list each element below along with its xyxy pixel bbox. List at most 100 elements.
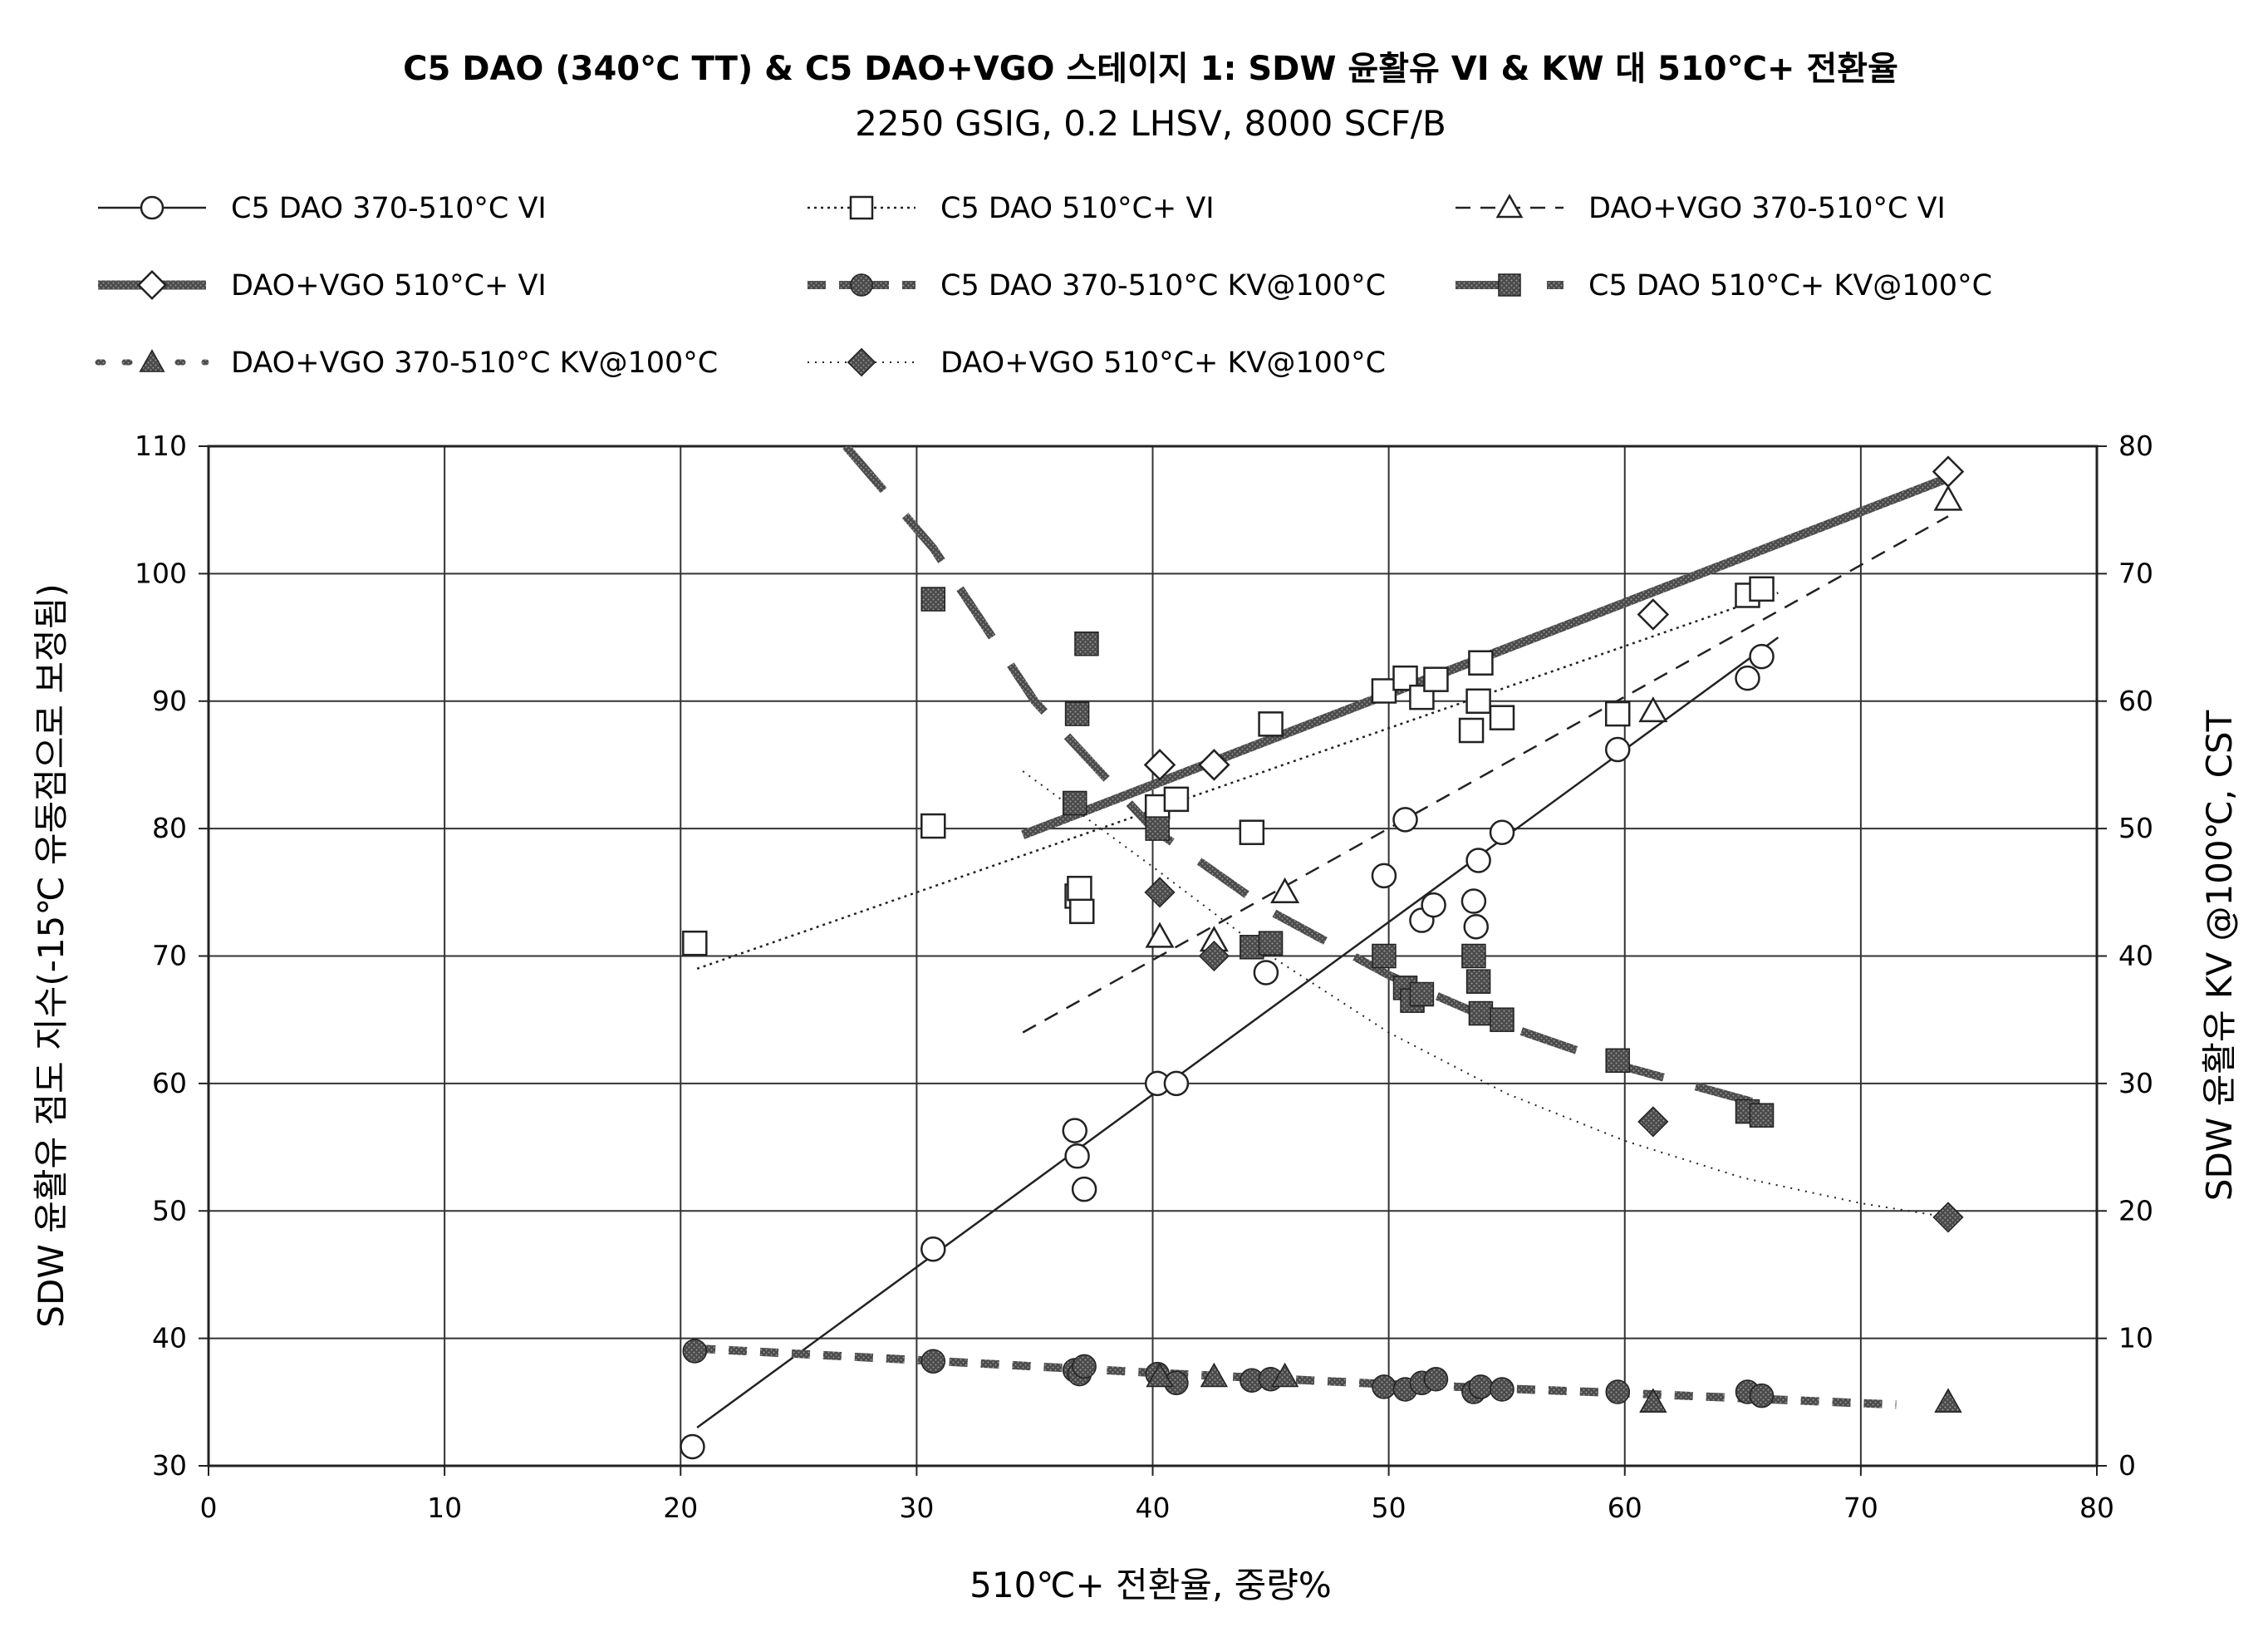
data-point-series-5 — [1372, 943, 1397, 969]
data-point-series-4 — [1072, 1354, 1097, 1379]
data-point-series-5 — [1258, 931, 1284, 956]
data-point-series-6 — [1270, 1362, 1299, 1388]
data-point-series-0 — [1489, 819, 1515, 845]
x-tick-labels: 0 10 20 30 40 50 60 70 80 — [200, 1466, 2114, 1524]
y-left-tick-label: 110 — [135, 430, 187, 462]
data-point-series-0 — [1371, 863, 1397, 889]
data-point-series-0 — [680, 1433, 705, 1460]
legend-marker-series-2 — [1495, 194, 1524, 219]
x-tick-label: 70 — [1843, 1492, 1878, 1524]
data-point-series-5 — [1468, 1000, 1494, 1026]
legend-label-series-0: C5 DAO 370-510°C VI — [231, 192, 547, 225]
data-point-series-7 — [1144, 877, 1176, 908]
y-left-tick-labels: 30 40 50 60 70 80 90 100 110 — [135, 430, 209, 1482]
data-point-series-6 — [1146, 1362, 1174, 1388]
data-point-series-5 — [1145, 816, 1170, 841]
y-left-tick-label: 100 — [135, 557, 187, 589]
y-left-axis-title: SDW 윤활유 점도 지수(-15℃ 유동점으로 보정됨) — [31, 583, 71, 1327]
data-point-series-5 — [1749, 1103, 1775, 1128]
data-point-series-1 — [1163, 786, 1190, 813]
data-point-series-3 — [1932, 455, 1965, 488]
data-point-series-4 — [920, 1349, 946, 1374]
y-right-axis-title: SDW 윤활유 KV @100℃, CST — [2199, 710, 2240, 1201]
legend-label-series-4: C5 DAO 370-510°C KV@100°C — [940, 269, 1386, 302]
data-point-series-3 — [1143, 749, 1176, 781]
data-point-series-0 — [1253, 960, 1279, 986]
legend-marker-series-1 — [849, 195, 874, 220]
data-point-series-0 — [1163, 1070, 1190, 1097]
x-tick-label: 50 — [1372, 1492, 1406, 1524]
data-point-series-0 — [1749, 643, 1775, 670]
data-point-series-3 — [1637, 598, 1670, 631]
data-point-series-5 — [1074, 631, 1099, 656]
data-point-series-6 — [1934, 1388, 1962, 1413]
y-left-tick-label: 80 — [152, 812, 187, 844]
legend-marker-series-7 — [847, 347, 876, 377]
data-point-series-0 — [1064, 1143, 1090, 1169]
y-left-tick-label: 90 — [152, 685, 187, 717]
data-point-series-1 — [1423, 666, 1449, 692]
legend-marker-series-0 — [140, 195, 164, 220]
y-right-tick-label: 50 — [2118, 812, 2153, 844]
data-point-series-5 — [1490, 1007, 1514, 1032]
data-point-series-0 — [1071, 1176, 1097, 1202]
y-left-tick-label: 40 — [152, 1322, 187, 1354]
data-point-series-0 — [1463, 913, 1490, 940]
legend-label-series-1: C5 DAO 510°C+ VI — [940, 192, 1215, 225]
trend-line-series-4 — [696, 1344, 1897, 1409]
trend-line-series-2 — [1022, 515, 1949, 1034]
legend-marker-series-6 — [139, 349, 165, 372]
data-point-series-4 — [1372, 1374, 1397, 1399]
data-point-series-5 — [920, 587, 946, 612]
legend-marker-series-5 — [1498, 273, 1521, 297]
data-point-series-0 — [1392, 807, 1418, 833]
data-point-series-4 — [1423, 1366, 1449, 1392]
y-left-tick-label: 70 — [152, 940, 187, 972]
data-point-series-4 — [1605, 1379, 1630, 1404]
data-point-series-4 — [1490, 1377, 1514, 1402]
data-point-series-7 — [1932, 1202, 1964, 1233]
y-right-tick-label: 70 — [2118, 557, 2153, 589]
data-point-series-1 — [1489, 705, 1515, 730]
data-point-series-0 — [1604, 736, 1631, 763]
x-tick-label: 30 — [899, 1492, 934, 1524]
x-tick-label: 80 — [2079, 1492, 2114, 1524]
data-point-series-5 — [1461, 943, 1486, 969]
y-right-tick-label: 60 — [2118, 685, 2153, 717]
x-tick-label: 0 — [200, 1492, 218, 1524]
data-point-series-4 — [1749, 1383, 1775, 1408]
y-right-tick-label: 10 — [2118, 1322, 2153, 1354]
trend-line-series-7 — [1022, 770, 1949, 1218]
y-left-tick-label: 30 — [152, 1449, 187, 1482]
data-point-series-1 — [1468, 650, 1494, 676]
trend-line-series-0 — [696, 637, 1780, 1429]
data-point-series-1 — [1258, 711, 1284, 737]
legend: C5 DAO 370-510°C VI C5 DAO 510°C+ VI DAO+V… — [95, 192, 1992, 380]
data-point-series-7 — [1198, 940, 1230, 972]
data-point-series-1 — [1604, 700, 1631, 727]
legend-label-series-5: C5 DAO 510°C+ KV@100°C — [1588, 269, 1992, 302]
legend-label-series-2: DAO+VGO 370-510°C VI — [1588, 192, 1946, 225]
data-point-series-7 — [1637, 1106, 1669, 1138]
data-point-series-1 — [1458, 717, 1485, 744]
y-left-tick-label: 50 — [152, 1194, 187, 1226]
data-point-series-4 — [1468, 1374, 1494, 1399]
data-point-series-6 — [1639, 1388, 1667, 1413]
data-point-series-5 — [1465, 969, 1491, 994]
data-point-series-1 — [682, 930, 708, 956]
data-point-series-1 — [1465, 688, 1491, 714]
legend-marker-series-3 — [136, 269, 168, 301]
x-axis-title: 510℃+ 전환율, 중량% — [970, 1565, 1332, 1605]
data-point-series-0 — [1735, 665, 1760, 691]
data-point-series-0 — [1465, 848, 1491, 873]
data-point-series-5 — [1064, 701, 1090, 726]
data-point-series-1 — [1067, 875, 1092, 902]
data-point-series-2 — [1270, 877, 1300, 903]
y-right-tick-label: 30 — [2118, 1067, 2153, 1099]
data-point-series-5 — [1605, 1048, 1630, 1074]
y-right-tick-label: 40 — [2118, 940, 2153, 972]
trend-line-series-5 — [842, 446, 1780, 1113]
data-point-series-2 — [1933, 484, 1963, 511]
data-point-series-1 — [1239, 819, 1265, 845]
